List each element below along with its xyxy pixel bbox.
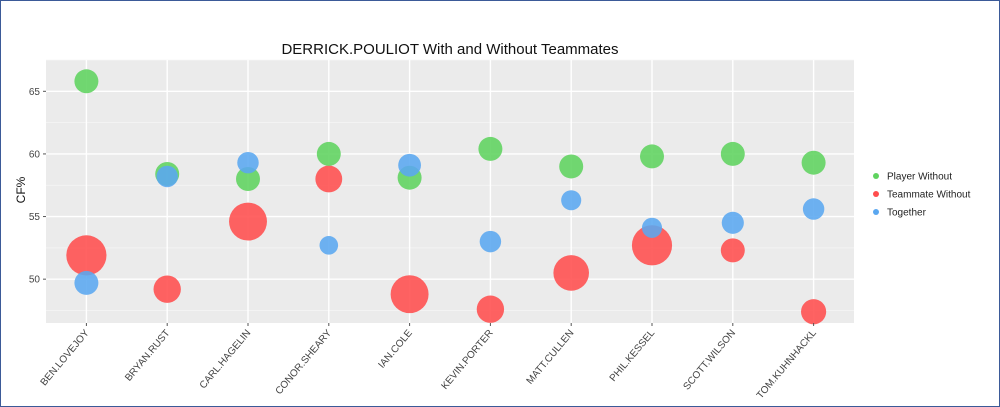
data-point-together — [398, 153, 421, 177]
data-point-teammate-without — [153, 275, 181, 303]
legend-marker — [873, 209, 879, 215]
legend-label: Player Without — [887, 172, 952, 183]
data-point-player-without — [801, 150, 826, 175]
data-point-together — [802, 198, 825, 220]
data-point-teammate-without — [66, 235, 107, 276]
data-point-player-without — [478, 136, 503, 161]
y-tick-label: 55 — [29, 212, 41, 223]
x-tick-label: BEN.LOVEJOY — [39, 328, 92, 389]
data-point-teammate-without — [631, 225, 673, 266]
data-points — [66, 69, 827, 325]
x-axis-ticks: BEN.LOVEJOY BRYAN.RUST CARL.HAGELIN CONOR.S… — [39, 323, 819, 402]
x-tick-label: MATT.CULLEN — [525, 328, 577, 387]
y-axis-title: CF% — [14, 176, 28, 203]
data-point-together — [156, 165, 178, 188]
data-point-player-without — [559, 154, 584, 179]
legend-marker — [873, 173, 879, 179]
minor-gridlines — [46, 59, 854, 311]
x-tick-label: SCOTT.WILSON — [681, 328, 738, 393]
data-point-together — [641, 217, 663, 238]
data-point-teammate-without — [315, 165, 343, 193]
x-tick-label: CONOR.SHEARY — [274, 328, 335, 397]
major-gridlines — [46, 60, 854, 323]
y-tick-label: 65 — [29, 87, 41, 98]
legend-label: Together — [887, 208, 927, 219]
data-point-together — [74, 270, 99, 295]
data-point-teammate-without — [390, 275, 429, 314]
y-tick-label: 50 — [29, 275, 41, 286]
x-tick-label: CARL.HAGELIN — [198, 328, 254, 391]
data-point-together — [561, 190, 582, 211]
y-tick-label: 60 — [29, 149, 41, 160]
x-tick-label: KEVIN.PORTER — [440, 328, 496, 392]
data-point-together — [479, 230, 502, 253]
x-tick-label: BRYAN.RUST — [123, 328, 172, 384]
y-axis-ticks: 50 55 60 65 — [29, 87, 46, 286]
data-point-together — [237, 151, 259, 174]
data-point-teammate-without — [801, 299, 827, 325]
x-tick-label: TOM.KUHNHACKL — [755, 328, 819, 402]
data-point-teammate-without — [720, 238, 745, 263]
chart-title: DERRICK.POULIOT With and Without Teammat… — [281, 41, 618, 58]
x-tick-label: IAN.COLE — [376, 328, 415, 371]
legend: Player Without Teammate Without Together — [873, 172, 971, 219]
data-point-together — [319, 236, 339, 255]
legend-label: Teammate Without — [887, 190, 971, 201]
data-point-teammate-without — [553, 255, 589, 291]
data-point-player-without — [316, 141, 341, 166]
data-point-player-without — [720, 141, 745, 166]
data-point-teammate-without — [476, 295, 505, 323]
data-point-together — [721, 211, 744, 234]
x-tick-label: PHIL.KESSEL — [608, 328, 658, 384]
data-point-teammate-without — [229, 202, 267, 241]
data-point-player-without — [640, 144, 664, 169]
data-point-player-without — [74, 69, 99, 94]
legend-marker — [873, 191, 879, 197]
data-point-player-without — [236, 166, 260, 191]
